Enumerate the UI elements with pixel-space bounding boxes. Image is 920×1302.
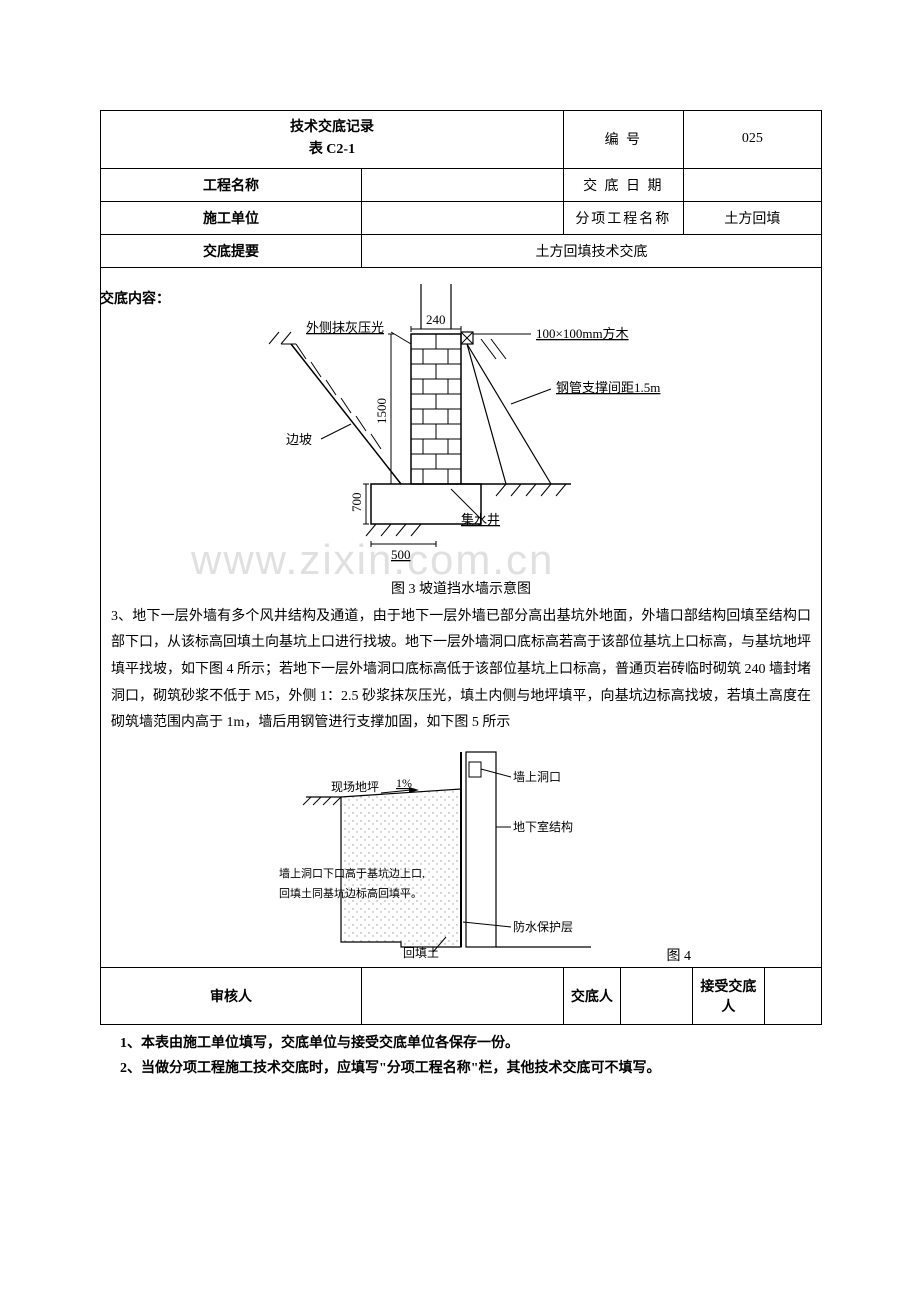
- note-line2: 回填土同基坑边标高回填平。: [279, 886, 422, 900]
- plaster-label: 外侧抹灰压光: [306, 320, 384, 335]
- slope-label: 边坡: [286, 432, 312, 447]
- contractor-value: [362, 201, 564, 234]
- project-name-value: [362, 168, 564, 201]
- diagram-1: www.zixin.com.cn 240: [111, 284, 811, 574]
- sump-label: 集水井: [461, 512, 500, 527]
- notes: 1、本表由施工单位填写，交底单位与接受交底单位各保存一份。 2、当做分项工程施工…: [100, 1031, 820, 1081]
- note-2: 2、当做分项工程施工技术交底时，应填写"分项工程名称"栏，其他技术交底可不填写。: [120, 1056, 820, 1081]
- dim-700: 700: [349, 492, 364, 512]
- dim-1500: 1500: [374, 398, 389, 424]
- fig4-label: 图 4: [667, 945, 692, 965]
- record-table: 技术交底记录 表 C2-1 编 号 025 工程名称 交 底 日 期 施工单位 …: [100, 110, 822, 1025]
- sender-value: [620, 968, 692, 1024]
- title-cell: 技术交底记录 表 C2-1: [101, 111, 564, 169]
- backfill-label: 回填土: [403, 946, 439, 960]
- diagram-2: 现场地坪 1% 墙上洞口 地下室结构 防水保: [111, 747, 811, 967]
- contractor-label: 施工单位: [101, 201, 362, 234]
- note-1: 1、本表由施工单位填写，交底单位与接受交底单位各保存一份。: [120, 1031, 820, 1056]
- pipe-label: 钢管支撑间距1.5m: [556, 380, 660, 395]
- note-line1: 墙上洞口下口高于基坑边上口,: [279, 866, 425, 880]
- opening-label: 墙上洞口: [513, 770, 561, 784]
- code-value: 025: [683, 111, 821, 169]
- sender-label: 交底人: [564, 968, 621, 1024]
- summary-value: 土方回填技术交底: [362, 234, 822, 267]
- reviewer-label: 审核人: [101, 967, 362, 1024]
- dim-500: 500: [391, 547, 411, 562]
- subproject-value: 土方回填: [683, 201, 821, 234]
- body-paragraph: 3、地下一层外墙有多个风井结构及通道，由于地下一层外墙已部分高出基坑外地面，外墙…: [111, 604, 811, 737]
- ground-label: 现场地坪: [331, 780, 379, 794]
- date-label: 交 底 日 期: [563, 168, 683, 201]
- wood-label: 100×100mm方木: [536, 326, 629, 341]
- content-wrapper: www.zixin.com.cn 240: [101, 268, 821, 967]
- waterproof-label: 防水保护层: [513, 919, 573, 934]
- title-line1: 技术交底记录: [109, 117, 555, 139]
- basement-label: 地下室结构: [513, 819, 573, 834]
- code-label: 编 号: [563, 111, 683, 169]
- subproject-label: 分项工程名称: [563, 201, 683, 234]
- summary-label: 交底提要: [101, 234, 362, 267]
- receiver-label: 接受交底人: [692, 968, 764, 1024]
- title-line2: 表 C2-1: [109, 139, 555, 161]
- receiver-value: [764, 968, 821, 1024]
- dim-240: 240: [426, 312, 446, 327]
- project-name-label: 工程名称: [101, 168, 362, 201]
- date-value: [683, 168, 821, 201]
